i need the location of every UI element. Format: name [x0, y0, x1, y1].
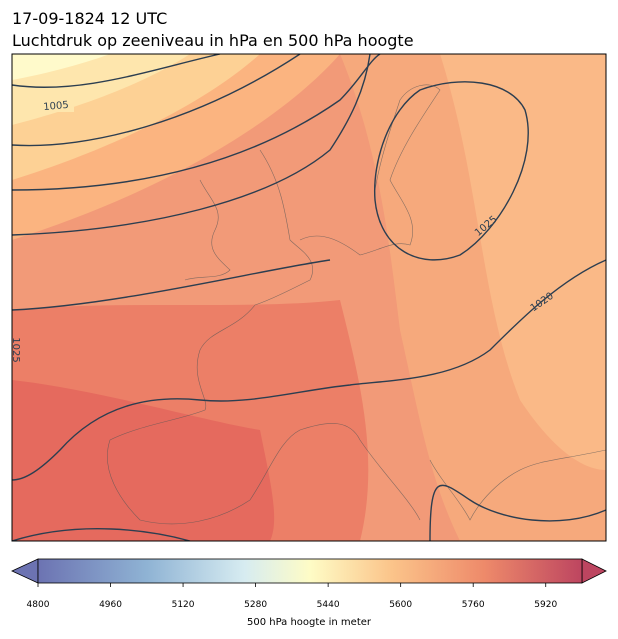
date-title: 17-09-1824 12 UTC	[12, 9, 167, 28]
colorbar-tick-label: 4960	[99, 600, 122, 610]
field	[440, 54, 606, 470]
colorbar-tick-label: 5760	[462, 600, 485, 610]
colorbar-extend-low	[11, 558, 39, 584]
map-title: Luchtdruk op zeeniveau in hPa en 500 hPa…	[12, 31, 414, 50]
map-frame	[11, 53, 607, 542]
colorbar-extend-high	[581, 558, 607, 584]
colorbar-tick-label: 5440	[317, 600, 340, 610]
colorbar-tick-label: 5600	[389, 600, 412, 610]
colorbar-tick-label: 4800	[27, 600, 50, 610]
colorbar-tick-label: 5120	[172, 600, 195, 610]
isobar-label: 1025	[10, 337, 21, 362]
isobar-label: 1005	[43, 100, 69, 113]
colorbar-tick-label: 5920	[534, 600, 557, 610]
colorbar-tick-label: 5280	[244, 600, 267, 610]
map: 1005 1025 1020 1025	[10, 54, 606, 541]
field	[12, 54, 110, 80]
colorbar-scale	[37, 558, 583, 584]
colorbar-label: 500 hPa hoogte in meter	[247, 617, 372, 628]
field	[12, 380, 275, 541]
colorbar: 4800 4960 5120 5280 5440 5600 5760 5920	[11, 558, 607, 610]
